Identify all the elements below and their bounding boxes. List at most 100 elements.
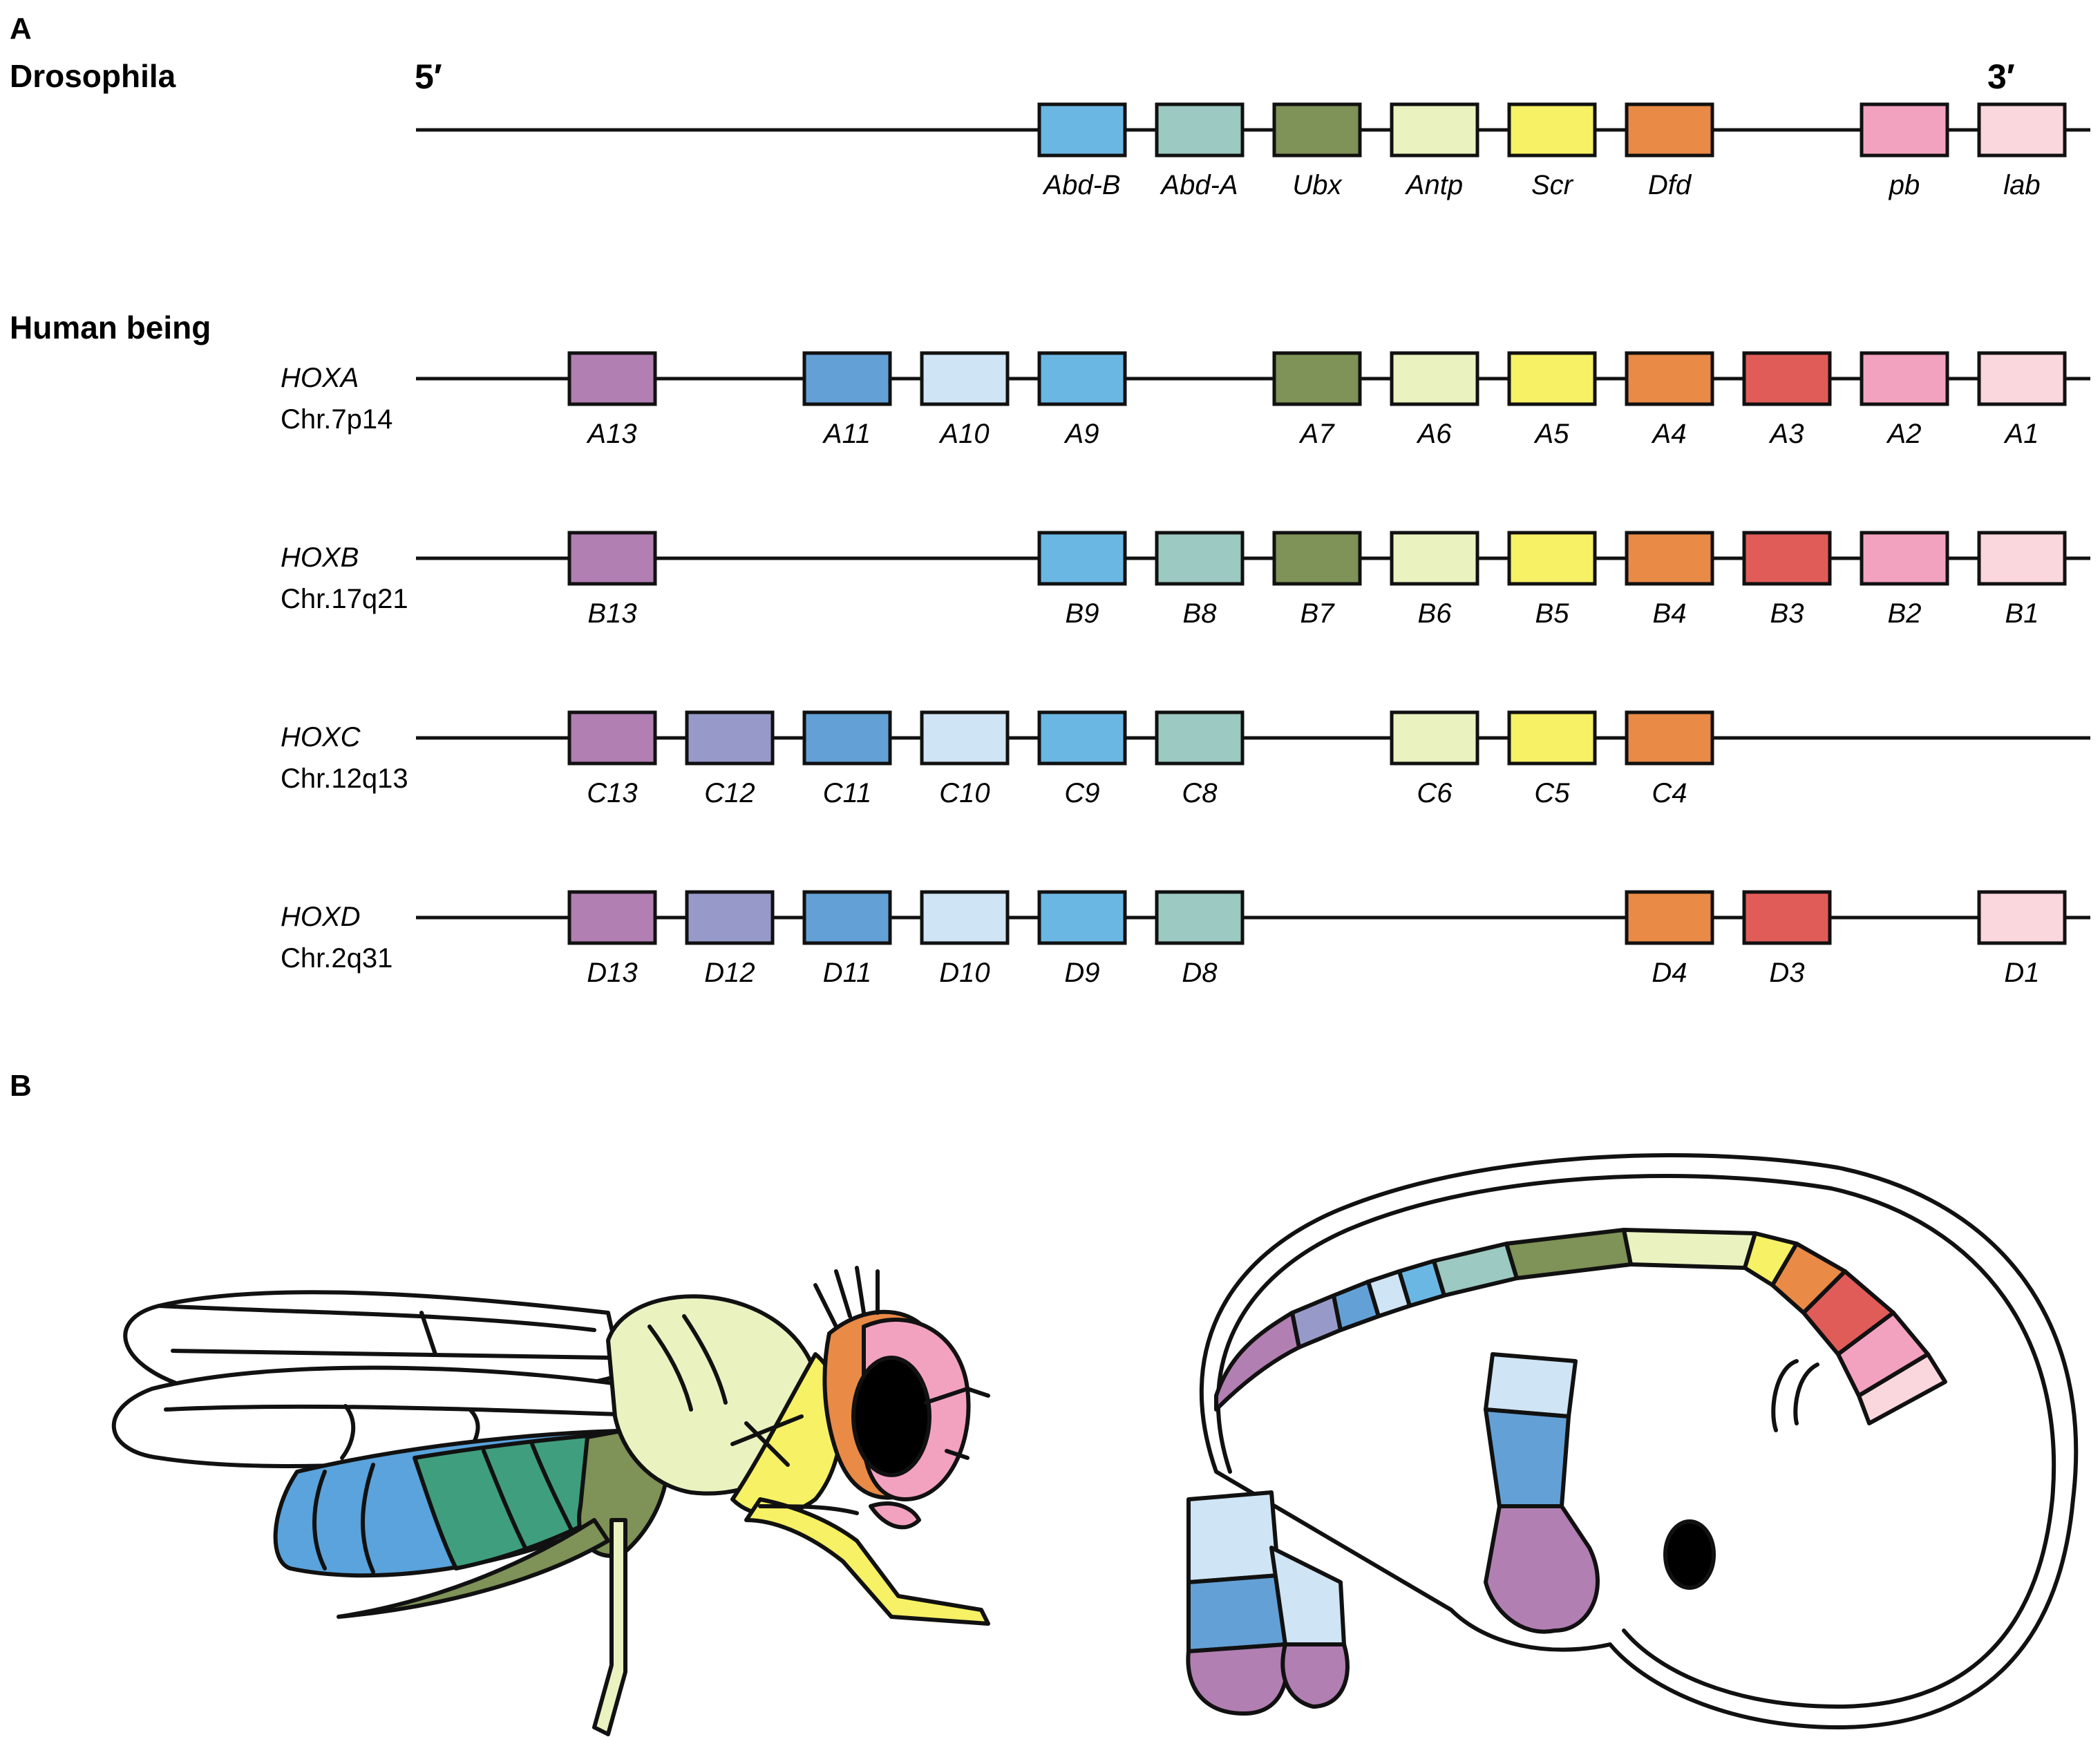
gene-box-ubx <box>1272 102 1362 158</box>
gene-label-a9: A9 <box>1064 419 1099 449</box>
gene-box-a5 <box>1507 351 1597 406</box>
gene-box-d8 <box>1155 890 1245 945</box>
gene-box-b3 <box>1742 531 1832 586</box>
embryo-arm-lower <box>1484 1407 1571 1508</box>
gene-box-scr <box>1507 102 1597 158</box>
gene-label-c11: C11 <box>823 778 871 808</box>
drosophila-title: Drosophila <box>10 58 176 94</box>
gene-label-d1: D1 <box>2004 958 2039 988</box>
gene-label-a11: A11 <box>822 419 871 449</box>
gene-label-b6: B6 <box>1418 598 1453 629</box>
gene-box-d1 <box>1977 890 2067 945</box>
gene-label-b7: B7 <box>1300 598 1336 629</box>
gene-label-c12: C12 <box>704 778 755 808</box>
gene-label-b2: B2 <box>1888 598 1922 629</box>
gene-label-a6: A6 <box>1417 419 1453 449</box>
gene-label-a10: A10 <box>938 419 989 449</box>
gene-label-a4: A4 <box>1652 419 1687 449</box>
gene-box-d3 <box>1742 890 1832 945</box>
gene-label-dfd: Dfd <box>1648 170 1692 200</box>
gene-box-b7 <box>1272 531 1362 586</box>
gene-box-a1 <box>1977 351 2067 406</box>
gene-label-c4: C4 <box>1652 778 1687 808</box>
thorax-lines <box>647 1314 728 1412</box>
embryo-foot <box>1186 1642 1289 1716</box>
gene-box-a3 <box>1742 351 1832 406</box>
panel-b-letter: B <box>10 1069 32 1103</box>
gene-box-c13 <box>567 710 657 766</box>
gene-box-b4 <box>1625 531 1714 586</box>
gene-box-a10 <box>920 351 1010 406</box>
gene-box-a11 <box>802 351 892 406</box>
gene-label-d3: D3 <box>1769 958 1804 988</box>
gene-label-c5: C5 <box>1534 778 1570 808</box>
gene-label-b1: B1 <box>2005 598 2039 629</box>
gene-label-d4: D4 <box>1652 958 1687 988</box>
gene-box-c11 <box>802 710 892 766</box>
hoxd-row: HOXD Chr.2q31 D13 D12 D11 D10 D9 D8 D4 D3 D1 <box>281 890 2090 988</box>
gene-box-c8 <box>1155 710 1245 766</box>
gene-box-c9 <box>1037 710 1127 766</box>
gene-label-ubx: Ubx <box>1292 170 1343 200</box>
gene-box-a13 <box>567 351 657 406</box>
embryo-leg-upper <box>1186 1490 1280 1584</box>
gene-label-c8: C8 <box>1182 778 1218 808</box>
gene-label-d8: D8 <box>1182 958 1218 988</box>
embryo-band-6 <box>1622 1228 1757 1270</box>
gene-label-a13: A13 <box>586 419 636 449</box>
gene-box-pb <box>1860 102 1949 158</box>
gene-box-abd-a <box>1155 102 1245 158</box>
gene-box-c4 <box>1625 710 1714 766</box>
gene-label-c13: C13 <box>587 778 637 808</box>
gene-box-d13 <box>567 890 657 945</box>
embryo-eye <box>1663 1519 1716 1590</box>
hoxa-row: HOXA Chr.7p14 A13 A11 A10 A9 A7 A6 A5 A4 A3 A2 A1 <box>281 351 2090 449</box>
fly-bristles <box>813 1266 990 1460</box>
gene-box-a7 <box>1272 351 1362 406</box>
gene-label-pb: pb <box>1889 170 1920 200</box>
human-title: Human being <box>10 310 211 345</box>
embryo-band-1 <box>1857 1352 1947 1425</box>
gene-box-b5 <box>1507 531 1597 586</box>
chromosome-label: Chr.2q31 <box>281 943 392 974</box>
chromosome-label: Chr.12q13 <box>281 763 408 794</box>
fly-proboscis <box>869 1501 921 1530</box>
fly-hind-leg <box>337 1518 610 1619</box>
gene-box-b9 <box>1037 531 1127 586</box>
gene-box-d4 <box>1625 890 1714 945</box>
gene-box-d11 <box>802 890 892 945</box>
fly-leg-joint <box>758 1504 859 1515</box>
gene-label-b4: B4 <box>1653 598 1687 629</box>
drosophila-gene-row: Abd-B Abd-A Ubx Antp Scr Dfd pb lab <box>416 102 2090 200</box>
gene-label-b9: B9 <box>1066 598 1099 629</box>
gene-box-a6 <box>1390 351 1479 406</box>
gene-label-d10: D10 <box>939 958 990 988</box>
gene-label-b3: B3 <box>1770 598 1804 629</box>
embryo-inner-outline <box>1215 1174 2056 1709</box>
gene-label-a3: A3 <box>1769 419 1804 449</box>
thorax-bristle <box>730 1414 804 1467</box>
embryo-arm-upper <box>1484 1352 1578 1418</box>
gene-label-a2: A2 <box>1886 419 1922 449</box>
gene-box-b13 <box>567 531 657 586</box>
gene-label-d13: D13 <box>587 958 637 988</box>
gene-box-c12 <box>685 710 775 766</box>
gene-label-scr: Scr <box>1531 170 1574 200</box>
gene-label-d12: D12 <box>704 958 755 988</box>
gene-box-b8 <box>1155 531 1245 586</box>
gene-box-c10 <box>920 710 1010 766</box>
gene-box-b6 <box>1390 531 1479 586</box>
embryo-leg2-upper <box>1269 1546 1346 1646</box>
gene-box-a9 <box>1037 351 1127 406</box>
fly-middle-leg <box>592 1518 627 1736</box>
abdomen-segments <box>312 1442 576 1574</box>
gene-label-a5: A5 <box>1534 419 1570 449</box>
embryo-ear-lines <box>1771 1359 1819 1432</box>
gene-box-abd-b <box>1037 102 1127 158</box>
gene-box-b1 <box>1977 531 2067 586</box>
gene-box-a4 <box>1625 351 1714 406</box>
hoxc-row: HOXC Chr.12q13 C13 C12 C11 C10 C9 C8 C6 C5 C4 <box>281 710 2090 808</box>
chromosome-label: Chr.17q21 <box>281 584 408 614</box>
gene-box-d12 <box>685 890 775 945</box>
